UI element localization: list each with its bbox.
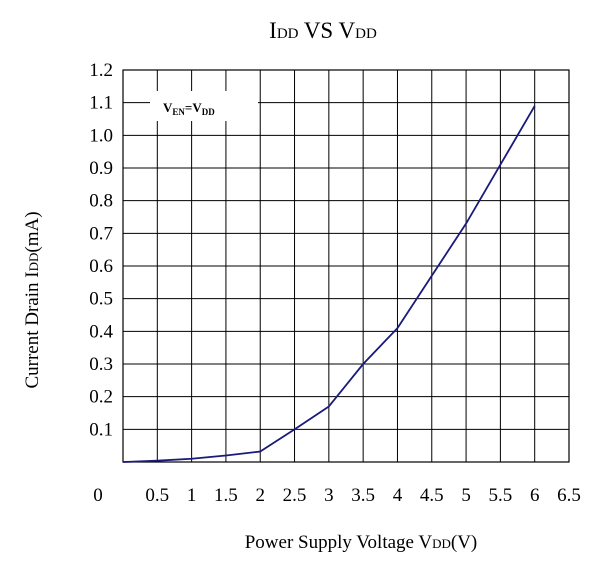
x-tick-label: 3 [324, 485, 334, 506]
y-tick-label: 0.2 [89, 387, 113, 408]
x-tick-label: 1 [187, 485, 197, 506]
x-tick-label: 4 [393, 485, 403, 506]
y-tick-label: 0.1 [89, 419, 113, 440]
title-sub-2: DD [355, 26, 377, 42]
x-axis-label-sub: DD [432, 536, 451, 551]
x-tick-label: 3.5 [351, 485, 375, 506]
y-tick-label: 0.4 [89, 321, 113, 342]
x-tick-label: 6 [530, 485, 540, 506]
y-tick-label: 0.9 [89, 158, 113, 179]
y-tick-label: 1.2 [89, 60, 113, 81]
annotation-part-2: =V [185, 100, 202, 115]
y-tick-label: 1.0 [89, 125, 113, 146]
x-tick-label: 4.5 [420, 485, 444, 506]
y-tick-label: 0.3 [89, 354, 113, 375]
y-tick-label: 1.1 [89, 93, 113, 114]
x-axis-label: Power Supply Voltage VDD(V) [245, 532, 478, 553]
y-tick-labels: 0.1 0.2 0.3 0.4 0.5 0.6 0.7 0.8 0.9 1.0 1.1 1.2 [89, 60, 113, 440]
x-tick-label: 2 [255, 485, 265, 506]
grid [123, 70, 569, 462]
annotation-sub-1: EN [172, 107, 185, 117]
x-tick-label: 5.5 [489, 485, 513, 506]
y-tick-label: 0.7 [89, 223, 113, 244]
x-tick-label: 2.5 [283, 485, 307, 506]
x-tick-labels: 0 0.5 1 1.5 2 2.5 3 3.5 4 4.5 5 5.5 6 6.5 [93, 485, 581, 506]
annotation-sub-2: DD [202, 107, 215, 117]
chart-title: IDD VS VDD [269, 18, 377, 43]
x-tick-label: 6.5 [557, 485, 581, 506]
y-tick-label: 0.6 [89, 256, 113, 277]
x-tick-label: 1.5 [214, 485, 238, 506]
y-tick-label: 0.5 [89, 289, 113, 310]
y-axis-label-main: Current Drain I [22, 271, 43, 388]
x-axis-label-main: Power Supply Voltage V [245, 532, 433, 553]
y-axis-label-suffix: (mA) [22, 211, 43, 252]
title-part-1: I [269, 18, 277, 43]
title-sub-1: DD [277, 26, 299, 42]
x-tick-label: 5 [461, 485, 471, 506]
x-tick-label: 0 [93, 485, 103, 506]
y-tick-label: 0.8 [89, 191, 113, 212]
y-axis-label: Current Drain IDD(mA) [22, 211, 43, 388]
x-axis-label-suffix: (V) [451, 532, 477, 553]
title-part-2: VS V [298, 18, 355, 43]
y-axis-label-sub: DD [26, 253, 41, 272]
x-tick-label: 0.5 [145, 485, 169, 506]
